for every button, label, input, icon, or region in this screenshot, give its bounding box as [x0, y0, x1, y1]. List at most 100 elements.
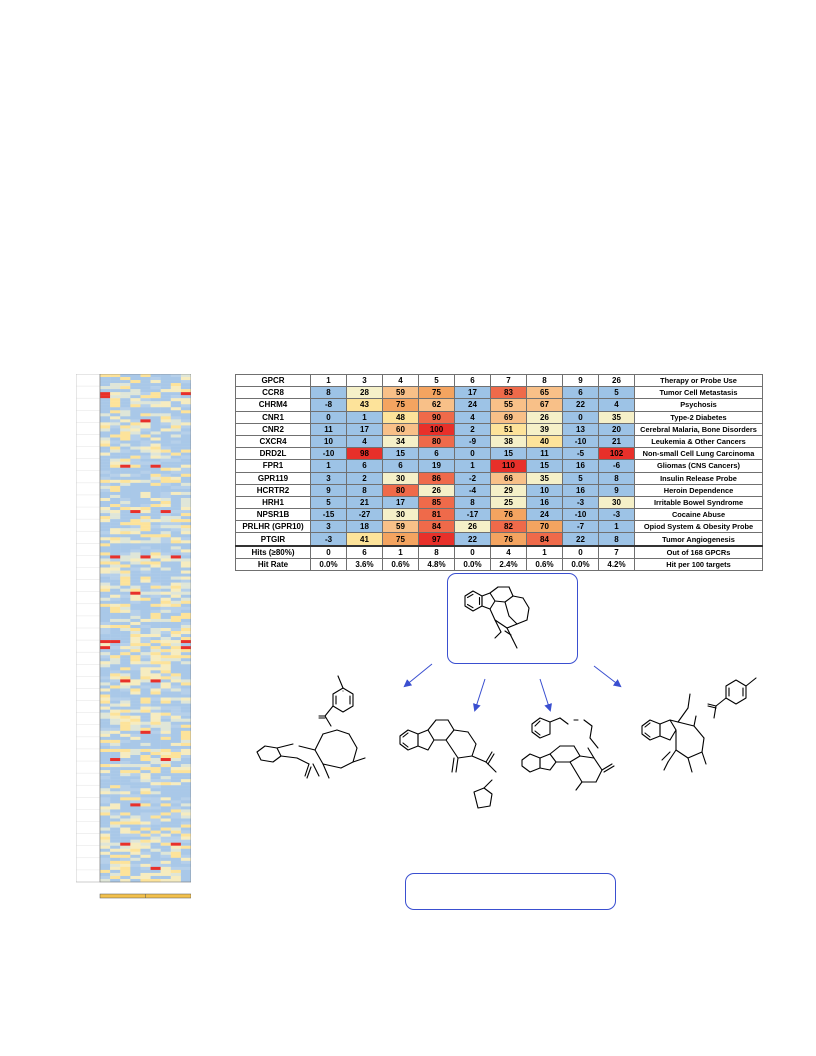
- inhibition-value: 5: [598, 386, 635, 400]
- heatmap-cell: [170, 776, 182, 780]
- heatmap-cell: [150, 800, 161, 804]
- heatmap-cell: [100, 476, 111, 481]
- heatmap-cell: [140, 431, 151, 435]
- heatmap-cell: [100, 782, 111, 786]
- heatmap-cell: [180, 488, 191, 493]
- heatmap-cell: [160, 727, 171, 732]
- table-row: PRLHR (GPR10) 3 18 59 84 26 82 70 -7 1 Opiod Syste…: [235, 520, 763, 534]
- heatmap-cell: [120, 461, 131, 465]
- heatmap-cell: [110, 612, 121, 617]
- heatmap-cell: [130, 715, 141, 719]
- heatmap-cell: [130, 540, 141, 544]
- heatmap-cell: [110, 567, 121, 571]
- inhibition-value: -4: [454, 483, 491, 497]
- heatmap-cell: [100, 655, 111, 659]
- heatmap-cell: [180, 461, 191, 465]
- heatmap-cell: [120, 824, 131, 828]
- heatmap-cell: [110, 440, 121, 444]
- heatmap-cell: [110, 552, 121, 556]
- heatmap-cell: [130, 558, 141, 562]
- heatmap-cell: [110, 742, 121, 747]
- heatmap-cell: [180, 431, 191, 435]
- heatmap-cell: [110, 473, 121, 478]
- heatmap-cell: [150, 455, 161, 459]
- therapy-use: Tumor Angiogenesis: [634, 532, 763, 547]
- heatmap-cell: [120, 428, 131, 432]
- therapy-use: Leukemia & Other Cancers: [634, 434, 763, 449]
- heatmap-cell: [170, 851, 182, 855]
- heatmap-cell: [140, 516, 151, 520]
- heatmap-cell: [130, 851, 141, 855]
- heatmap-cell: [160, 428, 171, 432]
- heatmap-cell: [110, 398, 121, 402]
- heatmap-cell: [130, 431, 141, 435]
- heatmap-cell: [110, 624, 121, 629]
- heatmap-cell: [110, 649, 121, 653]
- heatmap-cell: [130, 392, 141, 396]
- heatmap-cell: [180, 745, 191, 750]
- heatmap-cell: [110, 615, 121, 620]
- heatmap-cell: [130, 634, 141, 638]
- heatmap-cell: [180, 751, 191, 756]
- heatmap-cell: [130, 546, 141, 550]
- heatmap-cell: [180, 758, 191, 762]
- heatmap-cell: [110, 715, 121, 719]
- heatmap-cell: [170, 824, 182, 828]
- heatmap-cell: [170, 761, 182, 765]
- heatmap-cell: [100, 739, 111, 744]
- heatmap-cell: [130, 488, 141, 493]
- heatmap-cell: [110, 872, 121, 877]
- heatmap-cell: [160, 401, 171, 405]
- heatmap-cell: [180, 679, 191, 683]
- heatmap-cell: [100, 748, 111, 753]
- heatmap-cell: [140, 467, 151, 471]
- heatmap-cell: [180, 555, 191, 559]
- heatmap-cell: [100, 878, 111, 883]
- heatmap-cell: [140, 534, 151, 538]
- heatmap-cell: [180, 748, 191, 753]
- heatmap-cell: [130, 736, 141, 741]
- heatmap-cell: [140, 851, 151, 855]
- heatmap-cell: [170, 860, 182, 865]
- heatmap-cell: [170, 452, 182, 456]
- heatmap-cell: [110, 543, 121, 547]
- heatmap-cell: [140, 830, 151, 834]
- heatmap-cell: [150, 488, 161, 493]
- heatmap-cell: [100, 721, 111, 725]
- table-row: HRH1 5 21 17 85 8 25 16 -3 30 Irritable Bowel Synd…: [235, 495, 763, 510]
- heatmap-cell: [180, 597, 191, 601]
- derivative-molecule-1: [256, 675, 366, 779]
- heatmap-cell: [120, 588, 131, 592]
- heatmap-cell: [180, 655, 191, 659]
- inhibition-value: -8: [310, 398, 347, 412]
- table-row: HCRTR2 9 8 80 26 -4 29 10 16 9 Heroin Dependence: [235, 483, 763, 497]
- inhibition-value: 34: [382, 434, 419, 449]
- heatmap-cell: [140, 570, 151, 574]
- heatmap-cell: [180, 803, 191, 807]
- heatmap-cell: [180, 860, 191, 865]
- heatmap-cell: [180, 485, 191, 490]
- heatmap-cell: [130, 380, 141, 384]
- inhibition-value: 75: [382, 532, 419, 547]
- heatmap-cell: [120, 624, 131, 629]
- inhibition-value: 11: [526, 447, 563, 461]
- heatmap-cell: [110, 416, 121, 420]
- heatmap-cell: [150, 377, 161, 381]
- heatmap-cell: [140, 600, 151, 605]
- heatmap-cell: [110, 482, 121, 487]
- heatmap-cell: [150, 751, 161, 756]
- heatmap-cell: [150, 839, 161, 843]
- inhibition-value: 6: [418, 447, 455, 461]
- heatmap-cell: [100, 700, 111, 704]
- heatmap-cell: [120, 721, 131, 725]
- heatmap-cell: [120, 374, 131, 378]
- heatmap-border: [99, 374, 191, 883]
- heatmap-cell: [160, 573, 171, 577]
- heatmap-cell: [100, 806, 111, 810]
- heatmap-cell: [150, 685, 161, 689]
- heatmap-cell: [110, 494, 121, 499]
- heatmap-cell: [130, 773, 141, 777]
- heatmap-cell: [170, 582, 182, 586]
- heatmap-cell: [140, 694, 151, 698]
- heatmap-cell: [110, 377, 121, 381]
